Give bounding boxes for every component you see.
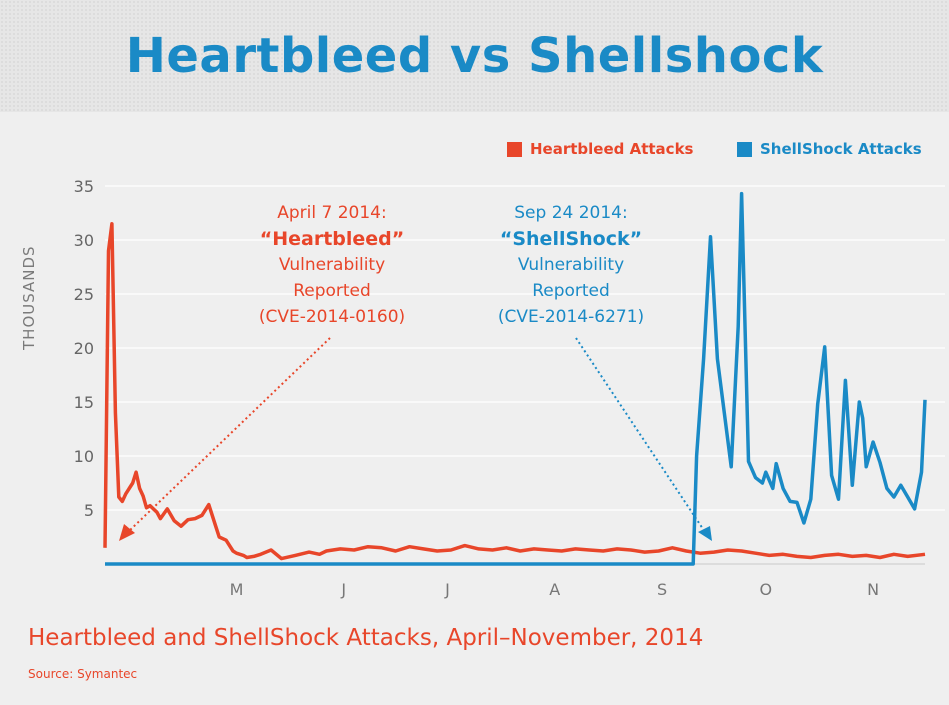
legend-label-heartbleed: Heartbleed Attacks <box>530 140 694 158</box>
x-tick-label: J <box>444 580 450 599</box>
heartbleed-annotation: April 7 2014: “Heartbleed” Vulnerability… <box>232 200 432 330</box>
y-tick-label: 30 <box>74 231 94 250</box>
legend-label-shellshock: ShellShock Attacks <box>760 140 922 158</box>
shellshock-arrowhead <box>698 526 712 541</box>
x-tick-label: A <box>549 580 560 599</box>
legend-shellshock: ShellShock Attacks <box>737 140 922 158</box>
y-tick-label: 10 <box>74 447 94 466</box>
y-axis-title: THOUSANDS <box>20 245 38 350</box>
series-line-heartbleed <box>103 222 926 561</box>
y-tick-label: 5 <box>84 501 94 520</box>
heartbleed-arrowhead <box>119 524 135 541</box>
x-tick-label: S <box>657 580 667 599</box>
annotation-line: Reported <box>293 281 371 301</box>
chart-panel <box>0 112 949 705</box>
x-tick-label: N <box>867 580 879 599</box>
shellshock-arrow <box>575 337 706 533</box>
annotation-cve: (CVE-2014-0160) <box>258 307 406 327</box>
y-tick-label: 35 <box>74 177 94 196</box>
title-banner: Heartbleed vs Shellshock <box>0 0 949 112</box>
y-tick-label: 20 <box>74 339 94 358</box>
annotation-name: “Heartbleed” <box>259 228 405 250</box>
shellshock-annotation: Sep 24 2014: “ShellShock” Vulnerability … <box>471 200 671 330</box>
y-tick-label: 15 <box>74 393 94 412</box>
heartbleed-swatch <box>507 141 522 157</box>
x-tick-label: O <box>760 580 773 599</box>
page-title: Heartbleed vs Shellshock <box>125 28 824 84</box>
legend-heartbleed: Heartbleed Attacks <box>507 140 693 158</box>
y-tick-label: 25 <box>74 285 94 304</box>
x-tick-label: J <box>340 580 346 599</box>
chart-caption: Heartbleed and ShellShock Attacks, April… <box>28 625 704 651</box>
series-line-shellshock <box>105 191 927 566</box>
annotation-cve: (CVE-2014-6271) <box>497 307 645 327</box>
annotation-date: Sep 24 2014: <box>514 203 628 223</box>
annotation-line: Vulnerability <box>278 255 386 275</box>
annotation-line: Vulnerability <box>517 255 625 275</box>
x-tick-label: M <box>230 580 244 599</box>
annotation-name: “ShellShock” <box>499 228 643 250</box>
shellshock-swatch <box>737 141 752 157</box>
annotation-date: April 7 2014: <box>277 203 387 223</box>
source-note: Source: Symantec <box>28 667 138 681</box>
heartbleed-arrow <box>127 337 331 533</box>
annotation-line: Reported <box>532 281 610 301</box>
